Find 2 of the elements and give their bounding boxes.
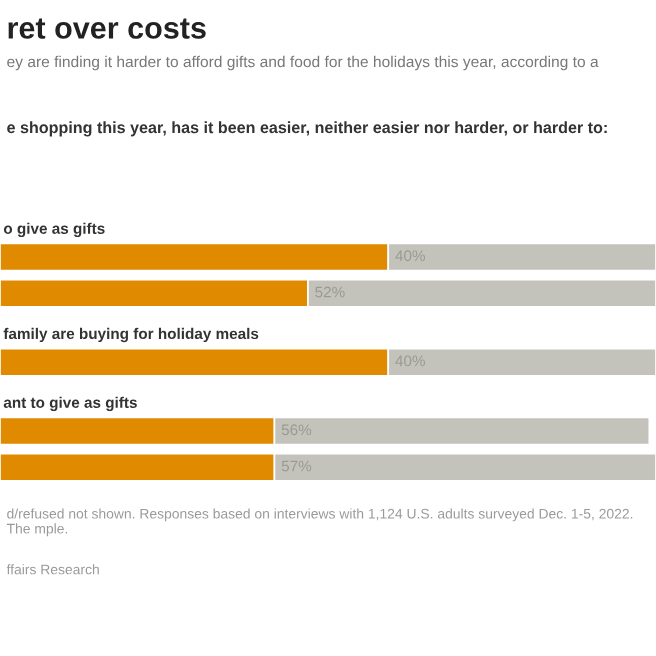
chart-title: ret over costs bbox=[8, 18, 206, 39]
text: e shopping this year, has it been easier, neither easier nor harder, or harder to: bbox=[7, 121, 607, 137]
